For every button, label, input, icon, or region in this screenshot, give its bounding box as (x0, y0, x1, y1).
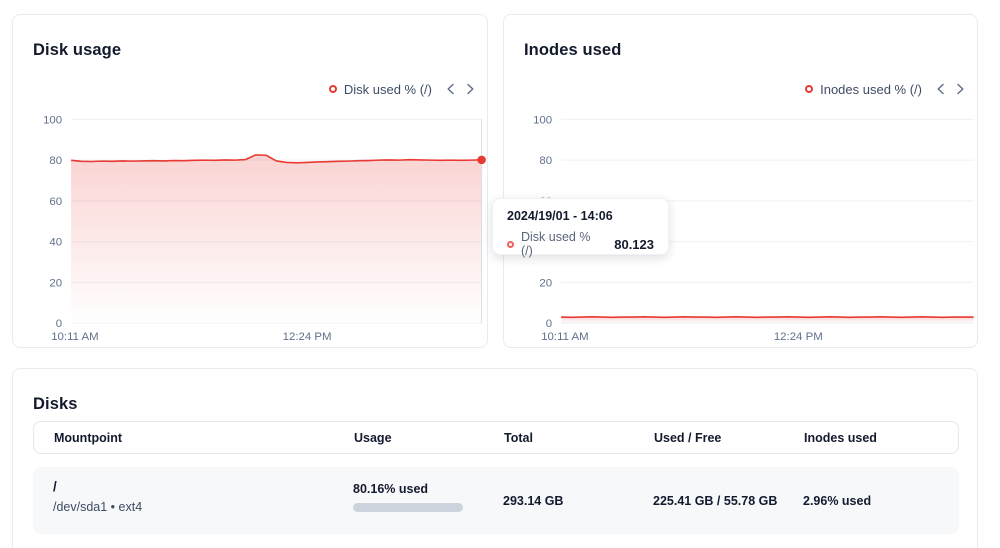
x-axis-label: 10:11 AM (51, 331, 98, 343)
series-line (71, 154, 482, 164)
legend-label: Inodes used % (/) (820, 81, 922, 97)
device-value: /dev/sda1 • ext4 (53, 500, 143, 514)
x-axis-label: 12:24 PM (774, 331, 823, 343)
legend-item[interactable]: Disk used % (/) (328, 81, 432, 97)
chart-prev-button[interactable] (445, 83, 456, 96)
column-header-mountpoint: Mountpoint (54, 430, 123, 445)
chevron-left-icon (447, 83, 454, 95)
used-free-value: 225.41 GB / 55.78 GB (653, 493, 778, 508)
inodes-used-card: Inodes used Inodes used % (/) 1008060402… (503, 14, 978, 348)
y-axis-label: 0 (56, 318, 62, 330)
disk-usage-chart[interactable]: 100 80 60 40 20 010:11 AM 12:24 PM (13, 15, 487, 347)
series-area (71, 154, 482, 324)
chart-prev-button[interactable] (935, 83, 946, 96)
x-axis-label: 12:24 PM (283, 331, 332, 343)
card-title: Inodes used (524, 41, 622, 59)
series-marker-icon (328, 85, 337, 93)
chevron-left-icon (937, 83, 944, 95)
tooltip-series-label: Disk used % (/) (521, 230, 591, 258)
chart-next-button[interactable] (955, 83, 966, 96)
usage-percent-label: 80.16% used (353, 482, 429, 496)
chevron-right-icon (467, 83, 474, 95)
y-axis-label: 60 (49, 196, 62, 208)
column-header-inodes-used: Inodes used (804, 430, 877, 445)
mountpoint-value: / (53, 479, 57, 494)
legend-item[interactable]: Inodes used % (/) (805, 82, 922, 97)
tooltip-value: 80.123 (614, 236, 654, 252)
series-marker-icon (805, 85, 814, 93)
y-axis-label: 0 (546, 318, 552, 330)
y-axis-label: 20 (49, 277, 62, 289)
chevron-right-icon (957, 83, 964, 95)
column-header-total: Total (504, 430, 533, 445)
series-area (561, 316, 974, 324)
table-row: / /dev/sda1 • ext4 80.16% used 293.14 GB… (33, 467, 959, 534)
y-axis-label: 100 (533, 114, 552, 126)
y-axis-label: 80 (539, 155, 552, 167)
chart-nav (445, 83, 476, 96)
y-axis-label: 40 (49, 237, 62, 249)
card-title: Disk usage (33, 41, 122, 59)
y-axis-label: 20 (539, 277, 552, 289)
table-header-row: Mountpoint Usage Total Used / Free Inode… (33, 421, 959, 454)
column-header-used-free: Used / Free (654, 430, 722, 445)
chart-legend: Inodes used % (/) (805, 81, 966, 97)
x-axis-label: 10:11 AM (541, 331, 588, 343)
chart-legend: Disk used % (/) (328, 81, 476, 97)
y-axis-label: 80 (49, 155, 62, 167)
total-value: 293.14 GB (503, 493, 564, 508)
disks-table-card: Disks Mountpoint Usage Total Used / Free… (12, 368, 978, 548)
card-title: Disks (33, 395, 78, 413)
usage-progress-bar (353, 503, 463, 512)
tooltip-timestamp: 2024/19/01 - 14:06 (507, 209, 613, 223)
column-header-usage: Usage (354, 430, 392, 445)
hover-point-dot (477, 155, 486, 165)
inodes-used-value: 2.96% used (803, 493, 872, 508)
disk-usage-card: Disk usage Disk used % (/) 100 80 60 40 20 0 1… (12, 14, 488, 348)
chart-tooltip: 2024/19/01 - 14:06 Disk used % (/) 80.12… (492, 198, 669, 258)
chart-next-button[interactable] (465, 83, 476, 96)
y-axis-label: 100 (43, 114, 62, 126)
chart-nav (935, 83, 966, 96)
legend-label: Disk used % (/) (343, 81, 432, 97)
tooltip-series-row: Disk used % (/) 80.123 (507, 230, 654, 258)
series-marker-icon (507, 240, 514, 248)
